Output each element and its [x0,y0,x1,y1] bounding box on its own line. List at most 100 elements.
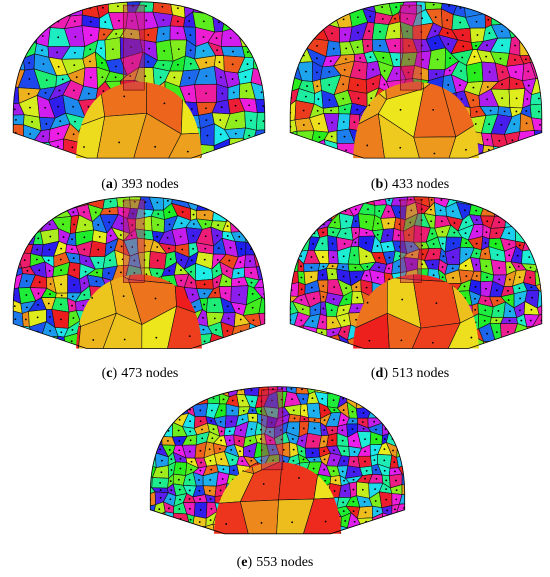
outline [289,196,543,349]
node [26,225,29,228]
node [362,427,365,430]
node [528,25,530,27]
node [404,518,405,521]
node [203,214,206,216]
node [395,72,398,75]
node [498,266,501,269]
node [400,339,403,342]
node [341,429,344,432]
cell [349,535,362,545]
node [192,247,194,250]
node [189,62,192,65]
node [331,32,333,35]
node [57,105,59,108]
node [85,353,87,355]
node [231,19,234,21]
node [241,418,244,421]
node [301,242,304,245]
node [118,19,120,22]
cell [13,151,23,159]
node [246,17,248,20]
node [13,352,15,354]
node [501,83,503,86]
node [321,342,324,345]
node [264,200,265,203]
node [356,4,359,6]
cell [150,442,156,454]
cell [529,34,542,57]
node [60,283,62,286]
node [334,354,336,356]
node [353,450,356,453]
cell [484,1,497,14]
node [497,199,500,202]
cell [213,501,252,534]
node [364,460,366,463]
node [395,498,398,501]
node [364,438,366,441]
caption: (d) 513 nodes [371,366,449,381]
cell [535,350,547,360]
node [159,482,162,484]
node [41,35,44,37]
node [180,269,182,271]
node [342,419,345,422]
node [241,460,244,463]
cell [457,348,475,349]
node [47,259,50,262]
node [301,439,303,442]
cell [255,532,271,534]
node [228,341,231,343]
node [102,6,104,9]
node [302,124,305,126]
node [132,353,134,355]
node [235,145,238,148]
cell [250,156,265,159]
node [398,265,400,268]
node [179,400,182,403]
node [132,5,134,8]
node [56,51,59,54]
cell [242,1,258,14]
label-open: ( [102,366,107,381]
node [463,285,466,288]
node [29,133,32,135]
node [342,121,345,123]
node [262,222,265,225]
cell [308,215,319,230]
cell [150,393,158,406]
node [539,70,541,72]
node [227,317,230,320]
node [405,479,407,481]
node [249,260,251,263]
cell [230,217,246,233]
node [351,420,354,422]
cell [517,24,538,36]
node [332,331,335,334]
node [378,354,380,356]
cell [290,335,300,349]
node [461,34,464,37]
node [250,281,253,284]
node [513,123,516,126]
cell [436,350,449,360]
node [150,398,151,401]
node [452,276,454,279]
node [328,99,331,101]
node [434,16,437,19]
node [485,265,488,268]
cell [533,247,542,266]
caption-text: 553 nodes [256,555,313,570]
node [399,146,402,149]
node [226,234,229,237]
node [251,292,254,295]
node [70,340,73,343]
node [58,89,61,92]
node [85,260,87,262]
node [431,341,434,344]
cell [182,386,196,399]
node [408,58,410,61]
node [312,242,315,245]
node [14,19,17,22]
